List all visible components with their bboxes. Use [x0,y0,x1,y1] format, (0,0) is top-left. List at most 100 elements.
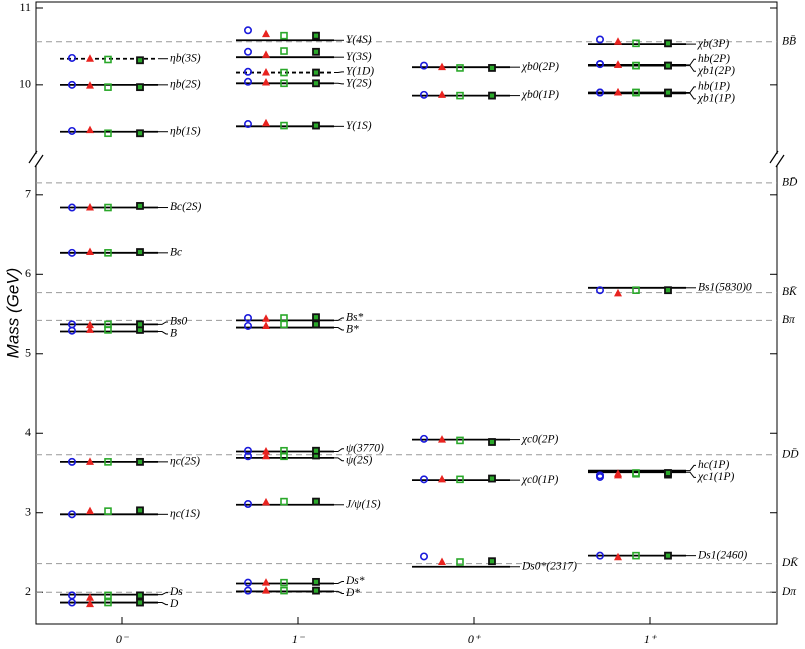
marker [312,320,320,329]
marker [104,591,112,600]
marker [68,591,77,600]
level-label: χc1(1P) [697,471,735,483]
marker [312,497,320,506]
level-label: Υ(3S) [346,51,372,63]
marker [595,551,604,560]
marker [438,435,446,443]
marker [632,61,640,70]
marker [280,79,288,88]
marker [488,91,496,100]
marker [595,60,604,69]
marker [312,577,320,586]
marker [244,578,253,587]
marker [488,474,496,483]
marker [664,88,672,97]
marker [86,506,94,515]
marker [244,499,253,508]
level-label: Ds [169,586,183,598]
marker [632,469,640,477]
marker [244,67,253,76]
marker [136,129,144,138]
marker [244,26,253,35]
marker [262,586,270,594]
label-leader [334,580,344,584]
label-leader [334,327,344,331]
marker [419,552,428,561]
level-label: ηb(3S) [170,52,201,64]
marker [488,557,496,566]
marker [614,37,622,45]
marker [456,64,464,72]
plot-frame [35,1,778,625]
level-label: Ds* [345,575,365,587]
marker [86,457,94,465]
label-leader [686,86,696,94]
level-label: ηb(2S) [170,78,201,90]
marker [68,510,77,519]
level-label: Υ(2S) [346,78,372,90]
marker [280,497,288,506]
threshold-label: BB̄ [782,35,796,48]
label-leader [686,464,696,472]
level-label: ηc(1S) [170,508,200,520]
level-label: Bs0 [170,316,188,328]
marker [262,578,270,586]
marker [244,446,253,455]
marker [614,60,622,68]
level-label: Υ(1D) [346,66,374,78]
marker [262,451,270,460]
label-leader [334,317,344,321]
marker [262,497,270,506]
level-label: χb0(1P) [521,89,559,101]
marker [664,469,672,477]
level-label: Ds0*(2317) [521,560,577,572]
level-label: hb(1P) [698,81,730,93]
marker [86,125,94,134]
marker [419,434,428,443]
level-label: D [169,598,179,610]
marker [136,248,144,256]
label-leader [158,331,168,335]
marker [244,47,253,56]
marker [488,64,496,72]
level-label: B [170,328,177,340]
marker [438,474,446,483]
y-tick-label: 5 [25,346,31,360]
marker [244,321,253,330]
level-label: χc0(2P) [521,433,559,445]
label-leader [686,65,696,72]
marker [68,457,77,466]
threshold-label: Dπ [781,586,797,598]
marker [312,31,320,40]
marker [438,90,446,98]
y-tick-label: 2 [25,584,31,598]
x-tick-label: 0⁺ [468,632,482,646]
level-label: B* [346,324,359,336]
x-tick-label: 1⁻ [292,632,306,646]
marker [136,83,144,92]
marker [262,68,270,76]
marker [419,90,428,99]
y-tick-label: 10 [19,77,31,91]
marker [632,286,640,294]
marker [438,62,446,71]
label-leader [334,590,344,594]
marker [104,203,112,212]
marker [280,320,288,329]
marker [664,551,672,560]
marker [280,446,288,455]
marker [244,120,253,129]
level-label: ψ(2S) [346,454,372,466]
threshold-label: DD̄ [781,448,799,461]
y-tick-label: 7 [25,187,31,201]
label-leader [334,457,344,462]
level-label: Υ(1S) [346,120,372,132]
marker [280,586,288,595]
marker [86,593,94,601]
marker [262,29,270,38]
marker [86,81,94,89]
level-label: χb0(2P) [521,61,559,73]
marker [632,88,640,97]
label-leader [158,321,168,325]
